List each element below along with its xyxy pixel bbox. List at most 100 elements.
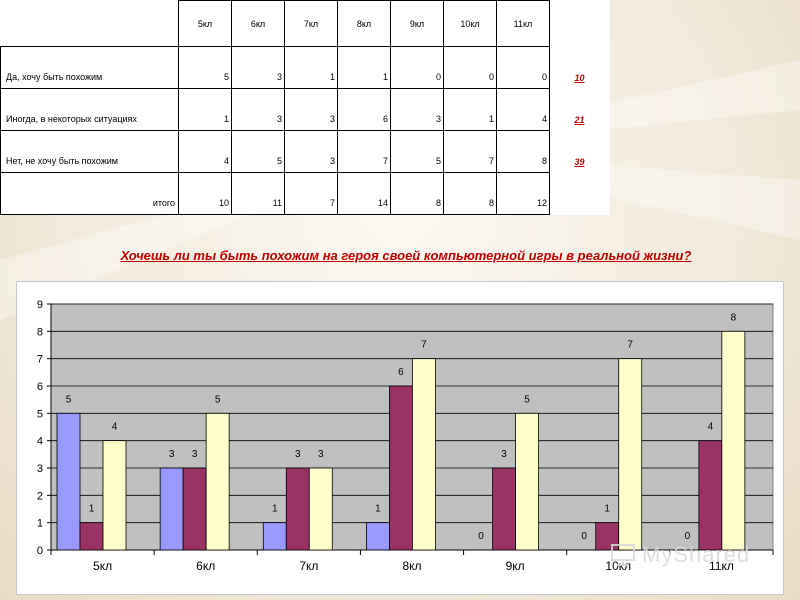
table-cell: 6 bbox=[337, 88, 391, 131]
column-header: 11кл bbox=[496, 0, 550, 47]
x-tick-label: 6кл bbox=[196, 559, 215, 573]
column-header: 6кл bbox=[231, 0, 285, 47]
y-tick-label: 3 bbox=[37, 463, 43, 475]
table-cell: 10 bbox=[178, 172, 232, 215]
bar-chart: 0 1 2 3 4 5 6 7 8 9 5кл 5 1 4 6кл 3 3 5 7кл 1 3 3 8кл 1 6 7 9кл 0 3 5… bbox=[16, 281, 784, 595]
data-label: 3 bbox=[295, 449, 301, 460]
table-cell: 3 bbox=[390, 88, 444, 131]
data-label: 5 bbox=[524, 394, 530, 405]
bar bbox=[721, 330, 746, 551]
y-tick-label: 6 bbox=[37, 381, 43, 393]
row-sum: 39 bbox=[574, 156, 585, 167]
row-label: Да, хочу быть похожим bbox=[0, 46, 179, 89]
table-cell: 3 bbox=[231, 88, 285, 131]
table-cell: 8 bbox=[390, 172, 444, 215]
table-cell: 8 bbox=[496, 130, 550, 173]
table-spacer bbox=[550, 1, 610, 47]
table-cell: 3 bbox=[231, 46, 285, 89]
table-cell: 4 bbox=[178, 130, 232, 173]
x-tick-label: 7кл bbox=[299, 559, 318, 573]
data-label: 8 bbox=[731, 312, 737, 323]
bar bbox=[262, 522, 287, 551]
bar bbox=[618, 358, 643, 551]
bar bbox=[205, 412, 230, 551]
row-sum: 10 bbox=[574, 72, 585, 83]
table-cell: 14 bbox=[337, 172, 391, 215]
presentation-screen-icon bbox=[611, 544, 635, 566]
data-label: 1 bbox=[375, 504, 381, 515]
bar bbox=[389, 385, 413, 551]
table-row: Да, хочу быть похожим 5 3 1 1 0 0 0 10 bbox=[0, 46, 610, 89]
table-cell: 5 bbox=[390, 130, 444, 173]
row-label: итого bbox=[0, 172, 179, 215]
y-tick-label: 4 bbox=[37, 436, 43, 448]
bar bbox=[182, 467, 207, 551]
data-label: 0 bbox=[685, 531, 691, 542]
bar bbox=[698, 440, 723, 551]
data-label: 3 bbox=[169, 449, 175, 460]
data-label: 3 bbox=[501, 449, 507, 460]
bar bbox=[56, 412, 81, 551]
data-label: 3 bbox=[318, 449, 324, 460]
watermark: MyShared bbox=[610, 538, 790, 572]
table-cell: 0 bbox=[496, 46, 550, 89]
table-cell: 3 bbox=[284, 88, 338, 131]
table-cell: 11 bbox=[231, 172, 285, 215]
bar bbox=[308, 467, 333, 551]
x-tick-label: 11кл bbox=[709, 559, 734, 573]
bar bbox=[515, 412, 539, 551]
table-cell: 1 bbox=[337, 46, 391, 89]
bar bbox=[366, 522, 390, 551]
bar bbox=[412, 358, 436, 551]
x-tick-label: 8кл bbox=[402, 559, 421, 573]
table-cell: 7 bbox=[443, 130, 497, 173]
bar bbox=[159, 467, 184, 551]
data-label: 3 bbox=[192, 449, 198, 460]
row-label: Нет, не хочу быть похожим bbox=[0, 130, 179, 173]
y-tick-label: 8 bbox=[37, 326, 43, 338]
y-tick-label: 5 bbox=[37, 408, 43, 420]
row-sum: 21 bbox=[574, 114, 585, 125]
data-label: 6 bbox=[398, 367, 404, 378]
data-label: 1 bbox=[89, 504, 95, 515]
row-label: Иногда, в некоторых ситуациях bbox=[0, 88, 179, 131]
table-cell: 4 bbox=[496, 88, 550, 131]
column-header: 7кл bbox=[284, 0, 338, 47]
data-label: 5 bbox=[215, 394, 221, 405]
chart-svg: 0 1 2 3 4 5 6 7 8 9 5кл 5 1 4 6кл 3 3 5 7кл 1 3 3 8кл 1 6 7 9кл 0 3 5… bbox=[37, 299, 774, 573]
data-label: 1 bbox=[604, 504, 610, 515]
table-cell: 12 bbox=[496, 172, 550, 215]
data-label: 4 bbox=[708, 422, 714, 433]
table-cell: 0 bbox=[443, 46, 497, 89]
table-corner bbox=[1, 1, 179, 47]
table-row: Нет, не хочу быть похожим 4 5 3 7 5 7 8 … bbox=[0, 130, 610, 173]
table-cell: 7 bbox=[284, 172, 338, 215]
y-tick-label: 7 bbox=[37, 354, 43, 366]
x-tick-label: 5кл bbox=[93, 559, 112, 573]
table-cell: 5 bbox=[231, 130, 285, 173]
row-sum bbox=[550, 173, 610, 215]
column-header: 10кл bbox=[443, 0, 497, 47]
data-label: 7 bbox=[421, 340, 427, 351]
column-header: 8кл bbox=[337, 0, 391, 47]
column-header: 5кл bbox=[178, 0, 232, 47]
y-tick-label: 0 bbox=[37, 545, 43, 557]
bar bbox=[102, 440, 127, 551]
watermark-text: MyShared bbox=[642, 542, 751, 567]
y-tick-label: 9 bbox=[37, 299, 43, 311]
table-row: итого 10 11 7 14 8 8 12 bbox=[0, 172, 610, 215]
table-header-row: 5кл 6кл 7кл 8кл 9кл 10кл 11кл bbox=[1, 0, 610, 47]
data-label: 5 bbox=[66, 394, 72, 405]
table-cell: 7 bbox=[337, 130, 391, 173]
bar bbox=[492, 467, 516, 551]
data-label: 0 bbox=[478, 531, 484, 542]
table-row: Иногда, в некоторых ситуациях 1 3 3 6 3 … bbox=[0, 88, 610, 131]
y-tick-label: 2 bbox=[37, 490, 43, 502]
chart-title: Хочешь ли ты быть похожим на героя своей… bbox=[120, 248, 692, 263]
data-label: 7 bbox=[627, 340, 633, 351]
table-cell: 3 bbox=[284, 130, 338, 173]
survey-table: 5кл 6кл 7кл 8кл 9кл 10кл 11кл Да, хочу б… bbox=[0, 0, 610, 215]
table-cell: 0 bbox=[390, 46, 444, 89]
table-cell: 5 bbox=[178, 46, 232, 89]
table-cell: 1 bbox=[178, 88, 232, 131]
